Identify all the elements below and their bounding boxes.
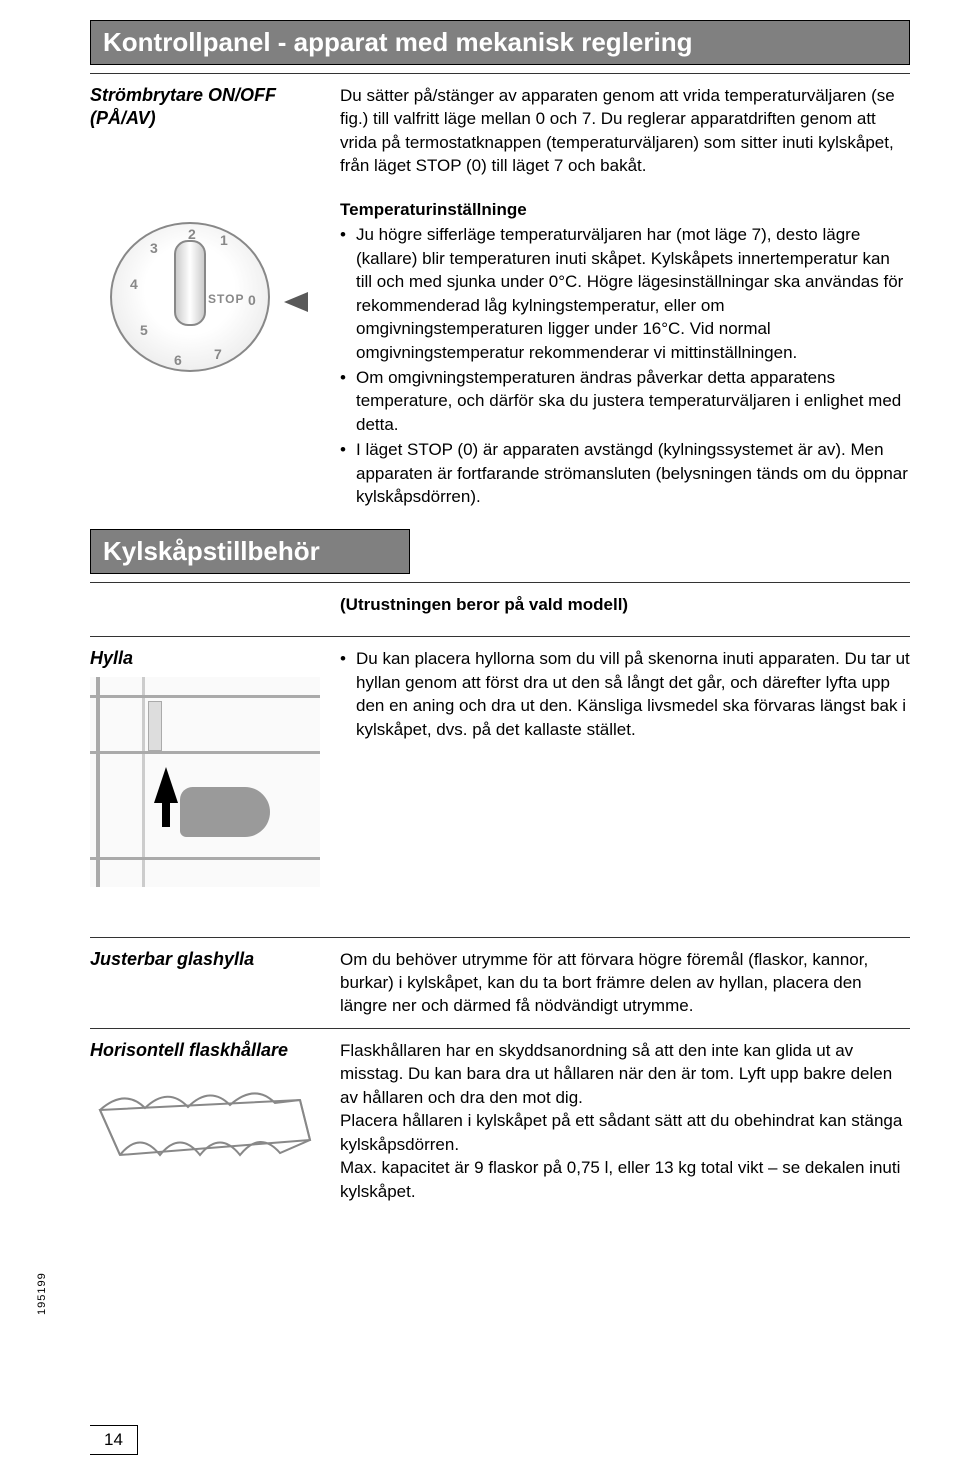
temp-bullet-row: •Ju högre sifferläge temperaturväljaren … [340,223,910,364]
temp-bullet-text-1: Ju högre sifferläge temperaturväljaren h… [356,223,910,364]
glashylla-text: Om du behöver utrymme för att förvara hö… [340,948,910,1018]
knob-zero-label: 0 [248,292,256,308]
flaskhallare-text: Flaskhållaren har en skyddsanordning så … [340,1039,910,1210]
knob-pointer-arrow [284,292,308,312]
knob-number-4: 4 [130,276,138,292]
side-reference-number: 195199 [36,1272,48,1315]
switch-label-line1: Strömbrytare ON/OFF [90,84,328,107]
knob-number-3: 3 [150,240,158,256]
bullet-icon: • [340,438,356,508]
temp-settings-block: Temperaturinställninge •Ju högre sifferl… [340,198,910,511]
glashylla-label: Justerbar glashylla [90,948,328,971]
equipment-note: (Utrustningen beror på vald modell) [340,593,910,616]
left-col-switch: Strömbrytare ON/OFF (PÅ/AV) [90,84,340,178]
row-switch: Strömbrytare ON/OFF (PÅ/AV) Du sätter på… [90,73,910,178]
switch-description: Du sätter på/stänger av apparaten genom … [340,84,910,178]
temp-bullet-text-3: I läget STOP (0) är apparaten avstängd (… [356,438,910,508]
temp-settings-heading: Temperaturinställninge [340,198,910,221]
knob-stop-label: STOP [208,292,244,306]
knob-number-5: 5 [140,322,148,338]
section-title-accessories: Kylskåpstillbehör [90,529,410,574]
temp-bullet-row: •Om omgivningstemperaturen ändras påverk… [340,366,910,436]
bullet-icon: • [340,366,356,436]
shelf-up-arrow-icon [154,767,178,803]
switch-label-line2: (PÅ/AV) [90,107,328,130]
temp-bullet-row: •I läget STOP (0) är apparaten avstängd … [340,438,910,508]
hylla-label: Hylla [90,647,328,670]
knob-number-7: 7 [214,346,222,362]
left-col-empty1 [90,593,340,626]
bullet-icon: • [340,647,356,741]
knob-number-6: 6 [174,352,182,368]
row-glashylla: Justerbar glashylla Om du behöver utrymm… [90,937,910,1018]
shelf-hand-icon [180,787,270,837]
temp-bullet-text-2: Om omgivningstemperaturen ändras påverka… [356,366,910,436]
left-col-glashylla: Justerbar glashylla [90,948,340,1018]
left-col-knob: STOP 0 1 2 3 4 5 6 7 [90,198,340,511]
knob-grip [174,240,206,326]
row-knob: STOP 0 1234567 Temperaturinställninge •J… [90,188,910,511]
row-flaskhallare: Horisontell flaskhållare Flaskhållaren h… [90,1028,910,1210]
left-col-flaskhallare: Horisontell flaskhållare [90,1039,340,1210]
knob-number-1: 1 [220,232,228,248]
hylla-bullet-text: Du kan placera hyllorna som du vill på s… [356,647,910,741]
bottle-rack-figure [90,1070,320,1210]
hylla-text-col: • Du kan placera hyllorna som du vill på… [340,647,910,886]
flaskhallare-label: Horisontell flaskhållare [90,1039,328,1062]
row-hylla: Hylla • Du kan placera hyllorna som du v… [90,636,910,886]
section-title-control-panel: Kontrollpanel - apparat med mekanisk reg… [90,20,910,65]
page: Kontrollpanel - apparat med mekanisk reg… [0,0,960,1467]
row-equip-note: (Utrustningen beror på vald modell) [90,582,910,626]
left-col-hylla: Hylla [90,647,340,886]
page-number: 14 [90,1425,138,1455]
shelf-figure [90,677,320,887]
knob-number-2: 2 [188,226,196,242]
thermostat-knob-figure: STOP 0 1 2 3 4 5 6 7 [90,204,310,384]
bullet-icon: • [340,223,356,364]
